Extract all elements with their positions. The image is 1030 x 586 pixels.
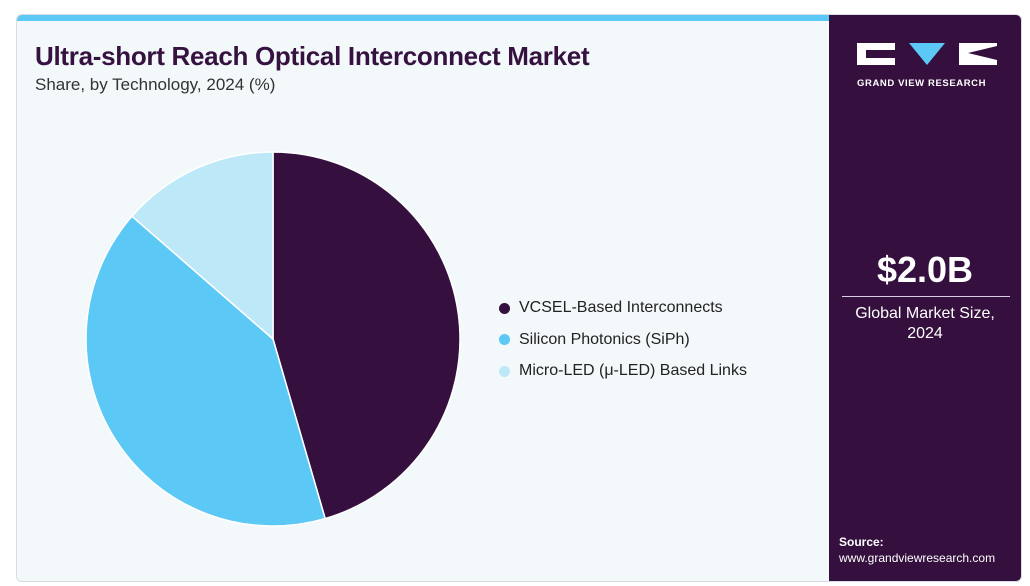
pie-chart	[85, 151, 461, 527]
chart-title: Ultra-short Reach Optical Interconnect M…	[35, 41, 590, 71]
legend-item-microled: Micro-LED (μ-LED) Based Links	[499, 361, 747, 381]
source-link[interactable]: www.grandviewresearch.com	[839, 551, 996, 565]
legend-item-vcsel: VCSEL-Based Interconnects	[499, 298, 747, 318]
chart-card: Ultra-short Reach Optical Interconnect M…	[16, 14, 1022, 582]
pie-slice-vcsel	[272, 151, 461, 520]
gvr-logo-icon	[857, 43, 997, 65]
brand-name: GRAND VIEW RESEARCH	[857, 78, 987, 89]
market-size-label: Global Market Size, 2024	[855, 305, 995, 342]
source-label: Source:	[839, 535, 884, 549]
value-divider	[842, 296, 1010, 297]
chart-subtitle: Share, by Technology, 2024 (%)	[35, 75, 276, 94]
legend-marker-microled	[499, 365, 510, 377]
legend-label-microled: Micro-LED (μ-LED) Based Links	[519, 362, 747, 379]
legend-label-vcsel: VCSEL-Based Interconnects	[519, 299, 723, 316]
pie-slice-microled	[130, 151, 274, 341]
chart-legend: VCSEL-Based Interconnects Silicon Photon…	[499, 298, 747, 393]
legend-item-siph: Silicon Photonics (SiPh)	[499, 330, 747, 350]
legend-marker-vcsel	[499, 302, 510, 314]
sidebar-panel: GRAND VIEW RESEARCH $2.0B Global Market …	[829, 15, 1021, 581]
pie-slice-siph	[85, 215, 327, 527]
brand-logo: GRAND VIEW RESEARCH	[857, 41, 997, 89]
market-size-value: $2.0B	[876, 249, 974, 290]
legend-label-siph: Silicon Photonics (SiPh)	[519, 330, 690, 348]
legend-marker-siph	[499, 334, 510, 345]
accent-strip	[17, 15, 829, 21]
